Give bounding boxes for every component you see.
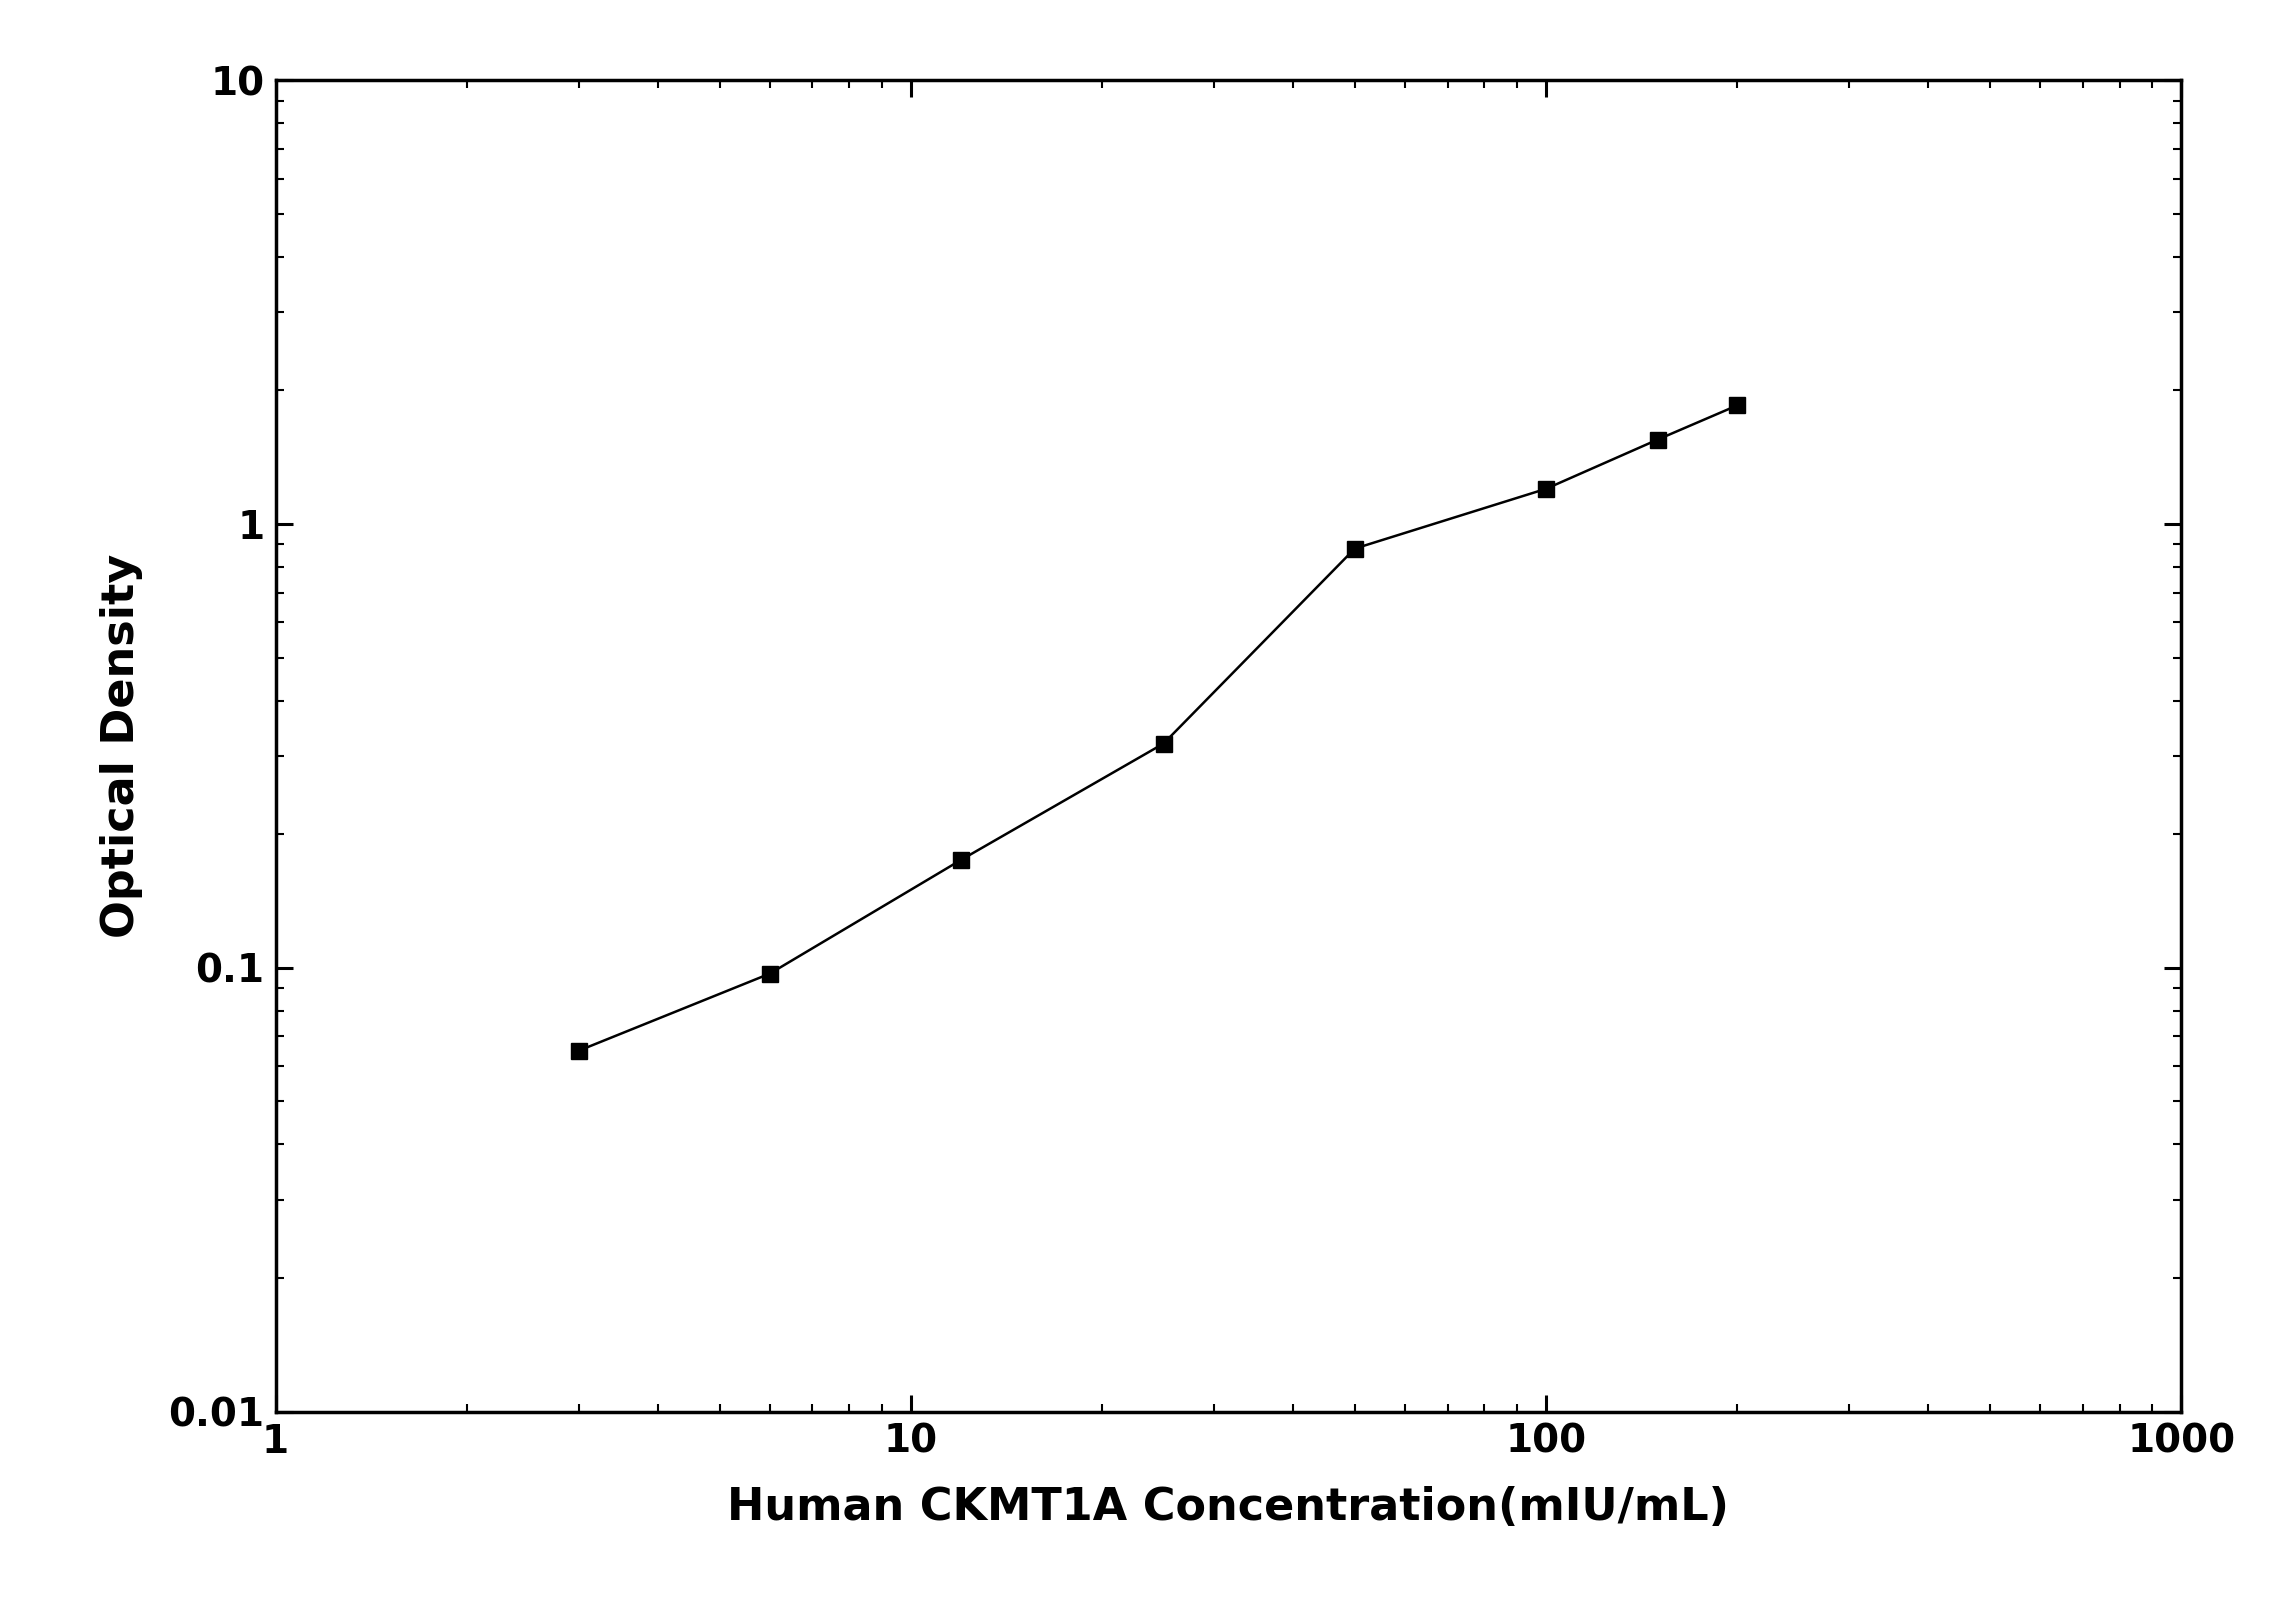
Y-axis label: Optical Density: Optical Density [101, 553, 142, 938]
X-axis label: Human CKMT1A Concentration(mIU/mL): Human CKMT1A Concentration(mIU/mL) [728, 1485, 1729, 1529]
